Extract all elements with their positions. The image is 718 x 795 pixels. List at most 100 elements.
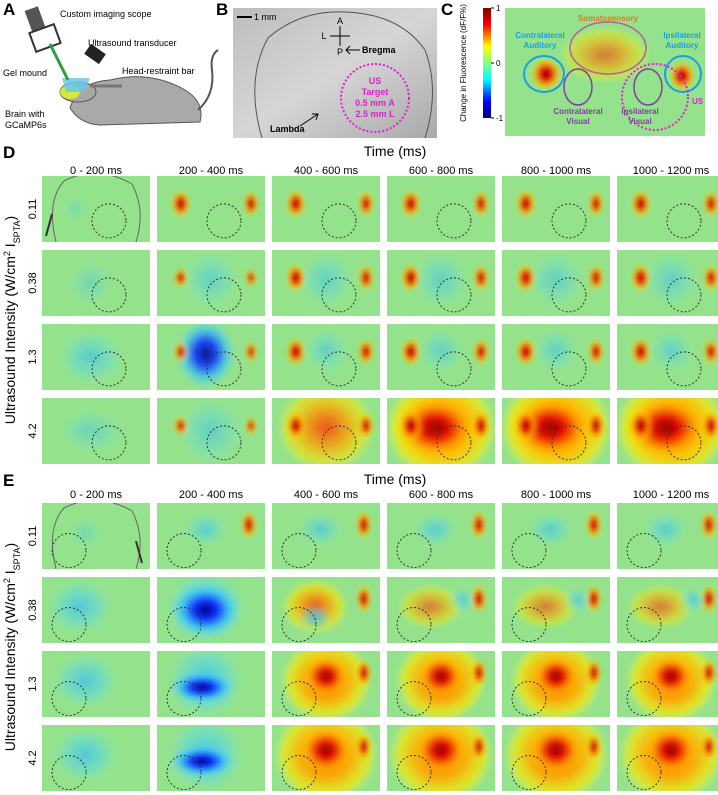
us-target (511, 681, 547, 717)
cell-activity (625, 651, 717, 717)
scale-label: 1 mm (254, 12, 277, 22)
cell-activity (401, 252, 489, 307)
panel-label: B (216, 0, 228, 19)
row-label: 1.3 (27, 349, 39, 364)
heatmap-cell (42, 725, 150, 791)
us-target (626, 533, 662, 569)
row-label: 0.11 (27, 526, 39, 547)
activity-blob (414, 252, 468, 307)
activity-blob (356, 732, 372, 761)
lambda-pointer (135, 540, 143, 564)
column-header: 600 - 800 ms (409, 489, 474, 501)
us-target (666, 203, 702, 239)
us-target (436, 277, 472, 313)
heatmap-cell (42, 651, 150, 717)
activity-blob (471, 732, 487, 761)
lambda-label: Lambda (270, 124, 306, 134)
cell-activity (401, 328, 489, 372)
compass-label: P (337, 47, 343, 57)
blob (669, 61, 695, 91)
time-series-grids: D Time (ms) 0 - 200 ms 200 - 400 ms 400 - 60… (2, 143, 718, 791)
column-header: 200 - 400 ms (179, 489, 244, 501)
heatmap-cell (502, 250, 610, 316)
region-label: Auditory (524, 41, 557, 50)
compass-label: A (337, 16, 343, 26)
activity-blob (644, 252, 698, 307)
cell-activity (69, 261, 113, 305)
activity-blob (245, 268, 257, 287)
heatmap-cell (157, 651, 265, 717)
activity-blob (512, 585, 578, 629)
region-label: Contralateral (515, 31, 564, 40)
us-target (51, 533, 87, 569)
scope-beam (48, 43, 70, 81)
heatmap-cell (617, 324, 718, 390)
activity-blob (532, 654, 580, 698)
us-target (91, 203, 127, 239)
activity-blob (184, 513, 228, 546)
activity-blob (356, 658, 372, 687)
activity-blob (471, 510, 487, 539)
axis-title-part: SPTA (12, 547, 22, 570)
heatmap-cell (502, 725, 610, 791)
auditory-outline (664, 55, 702, 93)
us-target (206, 277, 242, 313)
heatmap-cell (157, 577, 265, 643)
transducer (84, 43, 106, 65)
cell-activity (627, 584, 717, 629)
us-target (91, 351, 127, 387)
target-label: 0.5 mm A (355, 98, 395, 108)
annotation: Brain with (5, 109, 45, 119)
activity-blob (419, 328, 463, 372)
us-target (626, 681, 662, 717)
cell-activity (173, 252, 257, 307)
activity-blob (52, 653, 118, 708)
column-header: 0 - 200 ms (70, 165, 122, 177)
activity-blob (304, 328, 348, 372)
heatmap-cell (387, 577, 495, 643)
region-label: Contralateral (553, 107, 602, 116)
activity-blob (471, 658, 487, 687)
activity-blob (627, 585, 693, 629)
activity-blob (417, 654, 465, 698)
panel-a: A Custom imaging scope Ultrasound transd… (3, 0, 219, 130)
activity-blob (401, 337, 421, 366)
activity-blob (178, 398, 244, 464)
activity-blob (516, 337, 536, 366)
region-label: Somatosensory (578, 14, 639, 23)
heatmap-cell (617, 725, 718, 791)
heatmap-cell (42, 577, 150, 643)
heatmap-cell (157, 324, 265, 390)
us-target (511, 755, 547, 791)
activity-blob (644, 513, 688, 546)
us-target (281, 607, 317, 643)
activity-blob (286, 411, 306, 440)
bregma-label: Bregma (362, 45, 397, 55)
activity-blob (397, 585, 463, 629)
activity-blob (286, 337, 306, 366)
activity-blob (58, 409, 123, 453)
column-header: 1000 - 1200 ms (633, 165, 710, 177)
heatmap-cell (272, 651, 380, 717)
axis-title-part: Ultrasound Intensity (W/cm (2, 583, 18, 751)
cell-activity (516, 328, 604, 372)
activity-blob (629, 408, 653, 443)
activity-blob (302, 654, 350, 698)
activity-blob (401, 263, 421, 292)
target-label: Target (362, 87, 389, 97)
region-label: Visual (628, 117, 651, 126)
cell-activity (388, 725, 494, 791)
activity-blob (588, 338, 604, 365)
lambda-pointer (45, 213, 53, 237)
activity-blob (586, 732, 602, 761)
column-header: 200 - 400 ms (179, 165, 244, 177)
cell-activity (273, 725, 379, 791)
activity-blob (286, 189, 306, 218)
us-target (551, 351, 587, 387)
activity-blob (171, 189, 191, 218)
visual-outline (633, 68, 663, 106)
heatmap-cell (272, 503, 380, 569)
blob (560, 27, 650, 83)
